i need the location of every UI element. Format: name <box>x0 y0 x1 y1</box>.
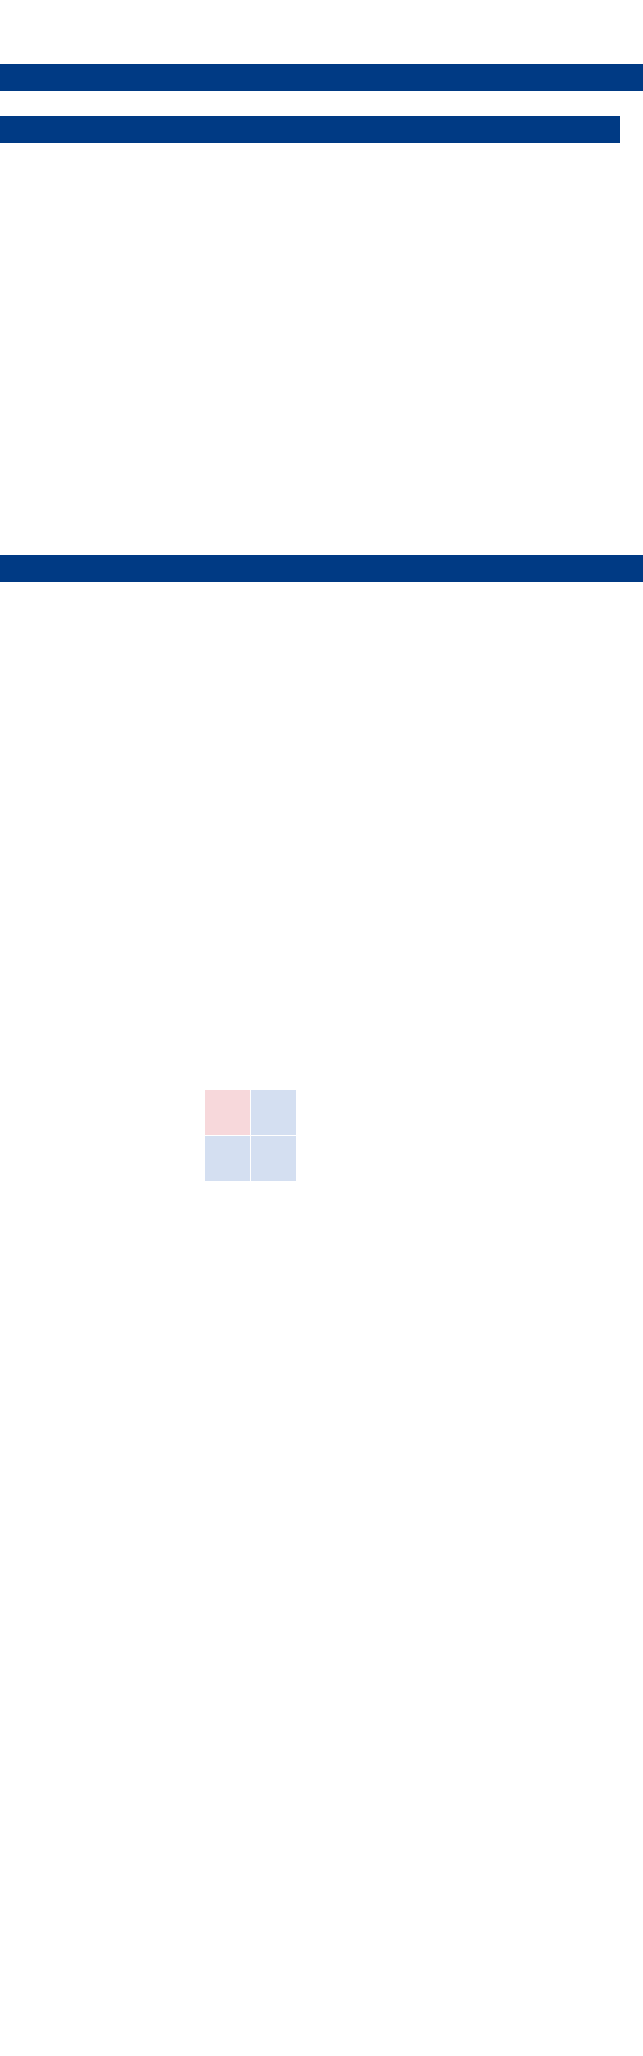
price-section-header <box>0 64 643 91</box>
yesterday-summary <box>0 18 643 42</box>
calendar-header <box>0 116 620 143</box>
inventory-section-header <box>0 555 643 582</box>
mysteel-watermark <box>205 1090 435 1230</box>
